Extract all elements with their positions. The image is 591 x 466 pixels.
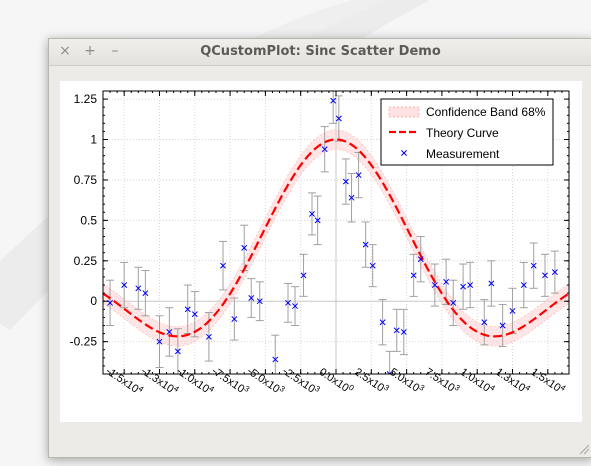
measurement-point — [481, 319, 488, 326]
legend-label: Theory Curve — [426, 126, 499, 140]
x-tick-label: 1.5x104 — [529, 364, 569, 397]
measurement-point — [256, 298, 263, 305]
measurement-point — [241, 244, 248, 251]
measurement-point — [135, 285, 142, 292]
measurement-point — [520, 282, 527, 289]
measurement-point — [205, 333, 212, 340]
measurement-point — [300, 272, 307, 279]
legend-band-swatch — [388, 106, 420, 118]
measurement-point — [386, 371, 393, 374]
x-tick-label: 1.0x104 — [458, 364, 498, 397]
legend-label: Confidence Band 68% — [426, 105, 546, 119]
y-tick-label: 1 — [90, 133, 97, 147]
measurement-point — [191, 311, 198, 318]
measurement-point — [530, 262, 537, 269]
app-window: × + – QCustomPlot: Sinc Scatter Demo -0.… — [48, 38, 591, 458]
x-tick-label: 7.5x103 — [423, 364, 463, 397]
measurement-point — [355, 172, 362, 179]
measurement-point — [174, 348, 181, 355]
measurement-point — [248, 295, 255, 301]
resize-grip[interactable] — [578, 443, 590, 455]
x-tick-label: 1.3x104 — [493, 364, 533, 397]
measurement-point — [166, 329, 173, 335]
measurement-point — [314, 217, 321, 224]
measurement-point — [551, 269, 558, 276]
y-tick-label: 0.5 — [80, 213, 97, 227]
measurement-point — [292, 303, 299, 310]
plot-area[interactable]: -0.25 0 0.25 0.5 0.75 1 1.25 -1.5x104 -1.3x104 -1… — [60, 81, 582, 422]
measurement-point — [417, 256, 424, 263]
confidence-band — [103, 129, 569, 347]
x-tick-label: -5.0x103 — [245, 363, 288, 398]
close-button[interactable]: × — [59, 43, 71, 59]
measurement-point — [499, 322, 506, 329]
y-tick-label: 0 — [90, 294, 97, 308]
x-tick-label: -1.0x104 — [174, 363, 217, 398]
plot-data-group — [103, 91, 569, 374]
x-tick-label: -1.5x104 — [103, 363, 146, 398]
measurement-point — [309, 210, 315, 217]
measurement-point — [272, 356, 279, 363]
minimize-button[interactable]: – — [111, 43, 119, 59]
measurement-point — [369, 262, 376, 269]
measurement-point — [460, 283, 467, 290]
measurement-point — [467, 282, 474, 289]
x-tick-label: 5.0x103 — [387, 364, 427, 397]
y-tick-label: 0.75 — [74, 173, 98, 187]
y-tick-label: 1.25 — [74, 92, 98, 106]
y-tick-label: 0.25 — [74, 254, 98, 268]
measurement-point — [443, 278, 450, 285]
y-tick-label: -0.25 — [70, 335, 98, 349]
measurement-point — [330, 97, 337, 104]
measurement-point — [321, 146, 328, 153]
measurement-point — [410, 272, 417, 279]
measurement-point — [156, 338, 163, 345]
measurement-point — [488, 280, 495, 287]
measurement-point — [393, 327, 400, 334]
measurement-point — [431, 282, 438, 289]
measurement-point — [285, 299, 291, 306]
x-tick-label: -2.5x103 — [280, 363, 323, 398]
measurement-point — [450, 299, 457, 306]
measurement-point — [400, 329, 407, 335]
x-tick-label: -7.5x103 — [209, 363, 252, 398]
measurement-point — [184, 306, 191, 313]
measurement-point — [362, 241, 369, 248]
titlebar: × + – QCustomPlot: Sinc Scatter Demo — [49, 39, 591, 66]
x-tick-label: 0.0x100 — [317, 364, 357, 397]
measurement-point — [142, 290, 149, 297]
measurement-point — [509, 307, 516, 314]
x-tick-label: 2.5x103 — [352, 364, 392, 397]
x-tick-label: -1.3x104 — [139, 363, 182, 398]
measurement-point — [335, 115, 342, 122]
measurement-point — [107, 299, 114, 306]
measurement-point — [342, 178, 349, 185]
legend-label: Measurement — [426, 147, 500, 161]
measurement-point — [220, 262, 226, 269]
measurement-point — [542, 272, 548, 279]
measurement-point — [231, 316, 238, 322]
maximize-button[interactable]: + — [84, 43, 96, 59]
measurement-point — [121, 282, 128, 289]
measurement-point — [348, 194, 355, 201]
measurement-point — [379, 319, 386, 326]
window-title: QCustomPlot: Sinc Scatter Demo — [200, 44, 441, 59]
legend-measure-swatch — [401, 150, 407, 156]
sinc-chart[interactable]: -0.25 0 0.25 0.5 0.75 1 1.25 -1.5x104-1.3x104-1… — [60, 81, 582, 422]
